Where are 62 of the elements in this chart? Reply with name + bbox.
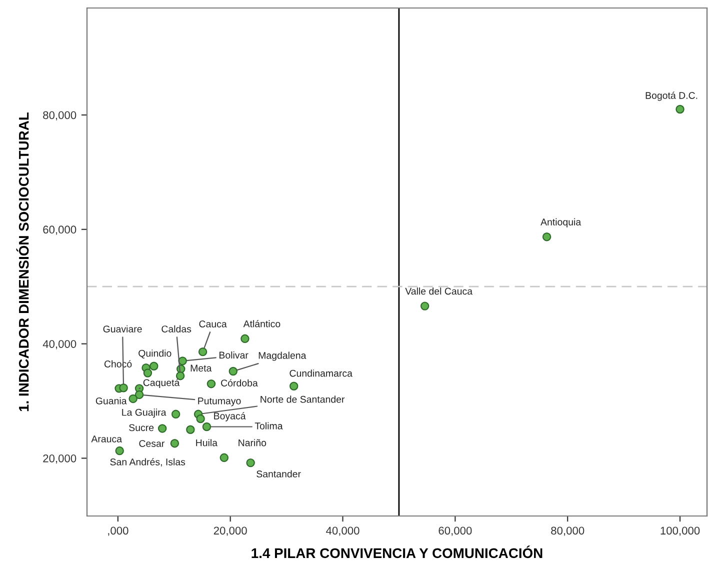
annotation: Boyacá (214, 412, 246, 422)
x-tick-label: ,000 (108, 526, 128, 536)
point (220, 453, 229, 462)
annotation: Santander (256, 470, 301, 478)
annotation: Meta (190, 364, 212, 372)
x-tick-label: 20,000 (214, 526, 247, 536)
point (171, 410, 180, 419)
annotation: Nariño (238, 439, 266, 446)
annotation: Cundinamarca (290, 370, 352, 377)
point (240, 334, 250, 344)
x-axis-title: 1.4 PILAR CONVIVENCIA Y COMUNICACIÓN (252, 546, 542, 558)
annotation: Huila (196, 439, 218, 446)
annotation: Valle del Cauca (405, 288, 473, 295)
annotation: Guaviare (103, 325, 142, 332)
point (289, 382, 298, 390)
annotation: Bolivar (219, 351, 248, 359)
annotation: San Andrés, Islas (110, 458, 186, 467)
annotation: Tolima (254, 422, 283, 430)
x-tick-label: 40,000 (326, 526, 360, 536)
annotation: Norte de Santander (260, 396, 345, 403)
point (176, 371, 185, 380)
x-tick-label: 80,000 (551, 526, 584, 536)
point (202, 422, 212, 432)
annotation: Caldas (162, 325, 192, 332)
annotation: Quindio (138, 350, 172, 358)
x-tick-label: 60,000 (438, 526, 472, 536)
point (143, 368, 152, 378)
annotation: La Guajira (122, 408, 166, 418)
point (186, 425, 195, 434)
annotation: Sucre (129, 424, 154, 432)
point (128, 394, 138, 404)
x-tick-label: 100,000 (660, 526, 700, 536)
annotation: Antioquia (540, 218, 582, 228)
point (206, 379, 216, 388)
point (198, 347, 208, 356)
point (170, 438, 180, 448)
point (134, 390, 144, 400)
point (542, 232, 552, 242)
annotation: Bogotá D.C. (646, 92, 698, 101)
annotation: Caquetá (143, 378, 180, 388)
annotation: Putumayo (198, 398, 241, 406)
annotation: Magdalena (258, 352, 306, 361)
y-tick-label: 20,000 (43, 454, 76, 464)
annotation: Guania (96, 397, 127, 404)
annotation: Arauca (91, 436, 122, 442)
annotation: Córdoba (221, 379, 258, 386)
point (119, 383, 128, 392)
point (676, 104, 684, 114)
point (158, 424, 167, 433)
annotation: Cauca (199, 320, 227, 328)
point (420, 302, 430, 310)
y-tick-label: 60,000 (43, 226, 76, 235)
y-tick-label: 40,000 (42, 340, 76, 350)
y-tick-label: 80,000 (43, 111, 76, 120)
point (246, 458, 255, 468)
point (150, 362, 158, 370)
point (115, 446, 124, 456)
point (196, 414, 205, 424)
annotation: Atlántico (243, 320, 280, 328)
annotation: Cesar (139, 440, 164, 447)
y-axis-title: 1. INDICADOR DIMENSIÓN SOCIOCULTURAL (16, 112, 29, 412)
point (228, 366, 238, 376)
